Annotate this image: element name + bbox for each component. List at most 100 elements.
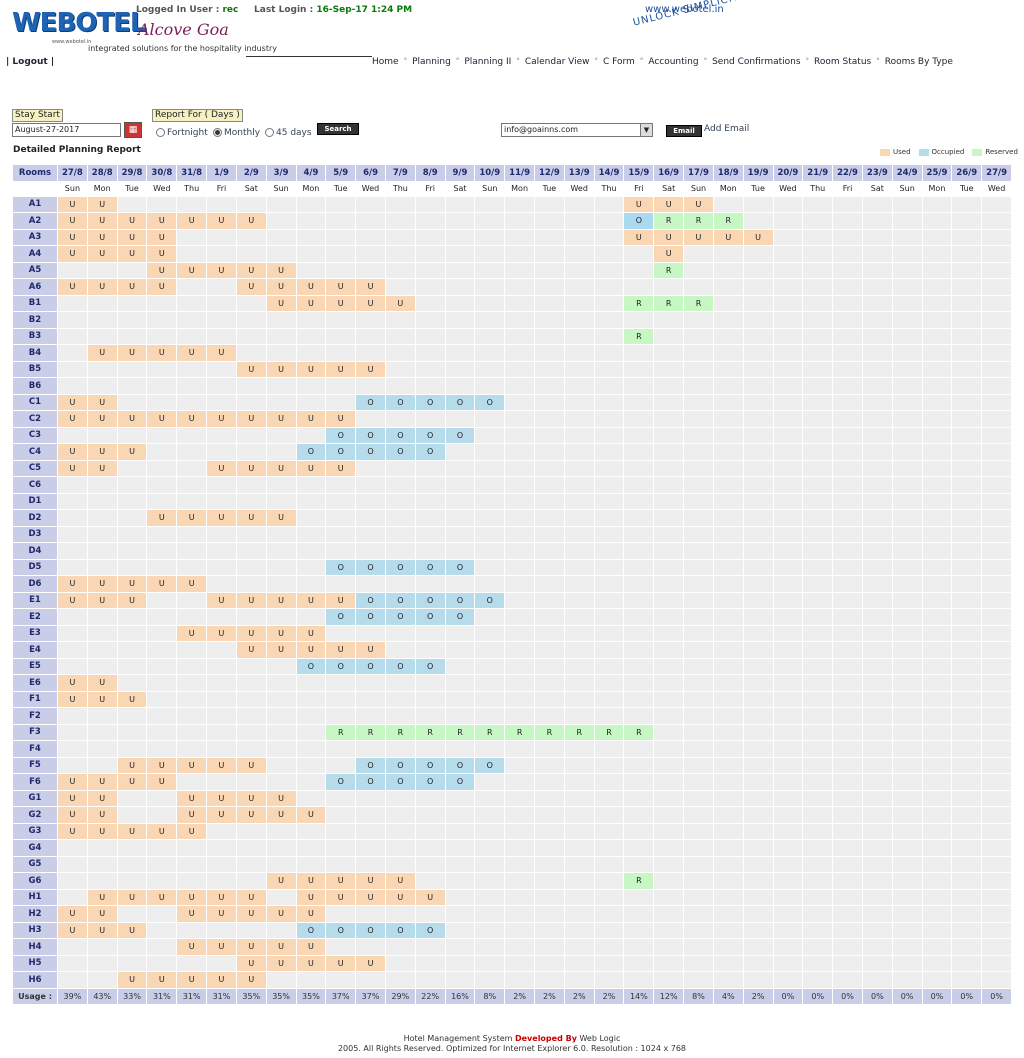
empty-cell[interactable] — [593, 839, 625, 857]
empty-cell[interactable] — [206, 443, 237, 461]
empty-cell[interactable] — [891, 756, 923, 774]
empty-cell[interactable] — [742, 344, 774, 362]
empty-cell[interactable] — [116, 657, 148, 675]
empty-cell[interactable] — [653, 707, 685, 725]
empty-cell[interactable] — [325, 789, 357, 807]
empty-cell[interactable] — [981, 822, 1012, 840]
booking-cell[interactable]: O — [414, 921, 446, 939]
empty-cell[interactable] — [384, 344, 416, 362]
booking-cell[interactable]: U — [325, 954, 357, 972]
empty-cell[interactable] — [116, 806, 148, 824]
room-label[interactable]: H3 — [12, 921, 58, 939]
empty-cell[interactable] — [563, 443, 595, 461]
empty-cell[interactable] — [981, 360, 1012, 378]
booking-cell[interactable]: R — [683, 212, 714, 230]
booking-cell[interactable]: U — [355, 872, 386, 890]
empty-cell[interactable] — [653, 476, 685, 494]
booking-cell[interactable]: U — [57, 773, 88, 791]
empty-cell[interactable] — [325, 855, 357, 873]
booking-cell[interactable]: U — [86, 212, 118, 230]
empty-cell[interactable] — [593, 971, 625, 989]
empty-cell[interactable] — [534, 641, 565, 659]
empty-cell[interactable] — [832, 954, 863, 972]
empty-cell[interactable] — [802, 773, 834, 791]
empty-cell[interactable] — [712, 558, 744, 576]
calendar-icon[interactable]: ▦ — [124, 122, 142, 138]
radio-selected-icon[interactable] — [213, 128, 222, 137]
empty-cell[interactable] — [474, 426, 506, 444]
empty-cell[interactable] — [563, 806, 595, 824]
booking-cell[interactable]: U — [265, 294, 297, 312]
booking-cell[interactable]: O — [414, 657, 446, 675]
empty-cell[interactable] — [832, 509, 863, 527]
empty-cell[interactable] — [534, 228, 565, 246]
booking-cell[interactable]: U — [325, 294, 357, 312]
empty-cell[interactable] — [951, 872, 983, 890]
empty-cell[interactable] — [712, 311, 744, 329]
empty-cell[interactable] — [712, 360, 744, 378]
empty-cell[interactable] — [742, 525, 774, 543]
booking-cell[interactable]: R — [563, 723, 595, 741]
empty-cell[interactable] — [742, 245, 774, 263]
empty-cell[interactable] — [444, 971, 476, 989]
booking-cell[interactable]: U — [206, 971, 237, 989]
empty-cell[interactable] — [623, 855, 655, 873]
empty-cell[interactable] — [414, 278, 446, 296]
empty-cell[interactable] — [772, 723, 804, 741]
nav-link-rooms-by-type[interactable]: Rooms By Type — [884, 57, 953, 67]
empty-cell[interactable] — [146, 542, 178, 560]
empty-cell[interactable] — [295, 542, 327, 560]
empty-cell[interactable] — [146, 905, 178, 923]
empty-cell[interactable] — [832, 542, 863, 560]
empty-cell[interactable] — [742, 641, 774, 659]
empty-cell[interactable] — [57, 855, 88, 873]
empty-cell[interactable] — [981, 228, 1012, 246]
booking-cell[interactable]: U — [146, 245, 178, 263]
empty-cell[interactable] — [981, 426, 1012, 444]
empty-cell[interactable] — [742, 459, 774, 477]
room-label[interactable]: E2 — [12, 608, 58, 626]
empty-cell[interactable] — [86, 542, 118, 560]
empty-cell[interactable] — [921, 212, 953, 230]
empty-cell[interactable] — [384, 690, 416, 708]
empty-cell[interactable] — [832, 212, 863, 230]
empty-cell[interactable] — [802, 806, 834, 824]
empty-cell[interactable] — [593, 921, 625, 939]
empty-cell[interactable] — [593, 888, 625, 906]
booking-cell[interactable]: U — [146, 261, 178, 279]
empty-cell[interactable] — [146, 360, 178, 378]
booking-cell[interactable]: R — [414, 723, 446, 741]
empty-cell[interactable] — [384, 839, 416, 857]
empty-cell[interactable] — [265, 756, 297, 774]
empty-cell[interactable] — [861, 674, 893, 692]
empty-cell[interactable] — [235, 525, 267, 543]
booking-cell[interactable]: U — [206, 938, 237, 956]
empty-cell[interactable] — [921, 459, 953, 477]
empty-cell[interactable] — [86, 641, 118, 659]
room-label[interactable]: A1 — [12, 195, 58, 213]
booking-cell[interactable]: U — [712, 228, 744, 246]
empty-cell[interactable] — [86, 740, 118, 758]
chevron-down-icon[interactable]: ▼ — [640, 124, 652, 136]
empty-cell[interactable] — [712, 723, 744, 741]
booking-cell[interactable]: U — [265, 938, 297, 956]
empty-cell[interactable] — [981, 641, 1012, 659]
empty-cell[interactable] — [384, 806, 416, 824]
empty-cell[interactable] — [832, 476, 863, 494]
empty-cell[interactable] — [712, 426, 744, 444]
booking-cell[interactable]: U — [206, 905, 237, 923]
empty-cell[interactable] — [921, 641, 953, 659]
empty-cell[interactable] — [265, 311, 297, 329]
booking-cell[interactable]: R — [474, 723, 506, 741]
empty-cell[interactable] — [653, 690, 685, 708]
empty-cell[interactable] — [235, 657, 267, 675]
empty-cell[interactable] — [861, 756, 893, 774]
empty-cell[interactable] — [861, 789, 893, 807]
empty-cell[interactable] — [57, 657, 88, 675]
empty-cell[interactable] — [593, 822, 625, 840]
empty-cell[interactable] — [772, 954, 804, 972]
empty-cell[interactable] — [712, 905, 744, 923]
empty-cell[interactable] — [534, 294, 565, 312]
empty-cell[interactable] — [832, 393, 863, 411]
empty-cell[interactable] — [206, 542, 237, 560]
